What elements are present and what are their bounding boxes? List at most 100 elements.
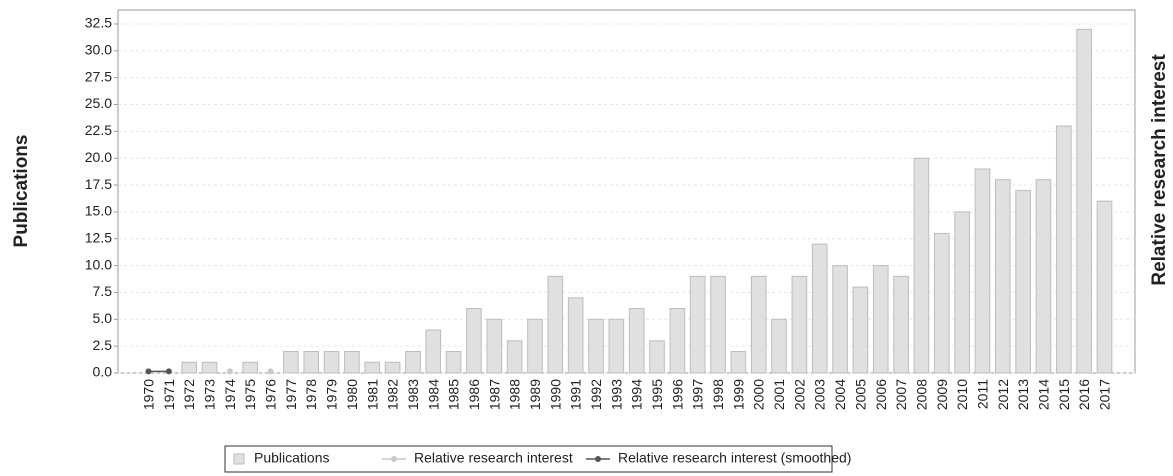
x-tick-label: 1971 <box>161 379 177 410</box>
bar <box>852 286 869 374</box>
bar <box>1076 28 1092 374</box>
bar <box>506 340 523 374</box>
bar <box>323 351 340 374</box>
x-tick-label: 1982 <box>385 379 401 410</box>
bar <box>242 361 259 374</box>
bar <box>486 318 503 374</box>
bar <box>710 275 726 374</box>
x-tick-label: 2009 <box>934 379 950 410</box>
y-tick-label: 2.5 <box>93 337 113 353</box>
bar <box>974 168 991 374</box>
x-tick-label: 2014 <box>1035 379 1051 410</box>
legend-marker <box>391 456 397 462</box>
bar <box>893 275 909 374</box>
x-tick-label: 1979 <box>324 379 340 410</box>
legend-label: Publications <box>254 450 330 466</box>
point <box>226 368 233 375</box>
point <box>145 368 152 375</box>
bar <box>791 275 808 374</box>
bar <box>811 243 828 374</box>
x-tick-label: 1989 <box>527 379 543 410</box>
y-tick-label: 5.0 <box>93 310 113 326</box>
x-tick-label: 2005 <box>852 379 868 410</box>
x-tick-label: 1998 <box>710 379 726 410</box>
x-tick-label: 1990 <box>547 379 563 410</box>
bar <box>730 351 747 374</box>
bar <box>425 329 442 374</box>
y-tick-label: 22.5 <box>85 122 112 138</box>
x-tick-label: 2012 <box>995 379 1011 410</box>
y-tick-label: 17.5 <box>85 176 112 192</box>
x-tick-label: 2007 <box>893 379 909 410</box>
bar <box>669 308 686 374</box>
bar <box>628 308 645 374</box>
x-tick-label: 2001 <box>771 379 787 410</box>
x-tick-label: 2017 <box>1096 379 1112 410</box>
x-tick-label: 1985 <box>446 379 462 410</box>
x-tick-label: 1986 <box>466 379 482 410</box>
legend-box <box>224 445 833 473</box>
bar <box>527 318 543 374</box>
x-tick-label: 1976 <box>263 379 279 410</box>
x-tick-label: 1999 <box>730 379 746 410</box>
bar <box>567 297 584 374</box>
y-tick-label: 15.0 <box>85 203 112 219</box>
y-tick-label: 0.0 <box>93 364 113 380</box>
bar <box>954 211 970 374</box>
plot-frame <box>117 9 1136 374</box>
x-tick-label: 1996 <box>669 379 685 410</box>
bar <box>608 318 625 374</box>
bar <box>994 179 1011 374</box>
x-tick-label: 1988 <box>507 379 523 410</box>
bar <box>750 275 767 374</box>
x-tick-label: 1981 <box>364 379 380 410</box>
y-tick-label: 12.5 <box>85 229 112 245</box>
x-tick-label: 1994 <box>629 379 645 410</box>
y-tick-label: 30.0 <box>85 42 112 58</box>
bar <box>872 265 889 374</box>
bar <box>1055 125 1072 374</box>
y-tick-label: 7.5 <box>93 283 113 299</box>
bar <box>649 340 665 374</box>
x-tick-label: 1972 <box>181 379 197 410</box>
bar <box>303 351 320 374</box>
bar <box>933 232 950 374</box>
bar <box>445 351 462 374</box>
x-tick-label: 1984 <box>425 379 441 410</box>
x-tick-label: 1997 <box>690 379 706 410</box>
legend-label: Relative research interest (smoothed) <box>618 450 851 466</box>
bar <box>283 351 299 374</box>
bar <box>384 361 401 374</box>
bar <box>771 318 787 374</box>
legend-label: Relative research interest <box>414 450 573 466</box>
x-tick-label: 1973 <box>202 379 218 410</box>
bar <box>832 265 848 374</box>
bar <box>1015 189 1031 374</box>
bar <box>1096 200 1113 374</box>
x-tick-label: 2006 <box>873 379 889 410</box>
y-tick-label: 10.0 <box>85 256 112 272</box>
x-tick-label: 1995 <box>649 379 665 410</box>
x-tick-label: 1980 <box>344 379 360 410</box>
y-tick-label: 27.5 <box>85 68 112 84</box>
legend-swatch <box>233 453 245 465</box>
x-tick-label: 1978 <box>303 379 319 410</box>
bar <box>344 351 360 374</box>
x-tick-label: 2000 <box>751 379 767 410</box>
x-tick-label: 1987 <box>486 379 502 410</box>
bar <box>466 308 482 374</box>
bar <box>364 361 381 374</box>
x-tick-label: 1975 <box>242 379 258 410</box>
x-tick-label: 1974 <box>222 379 238 410</box>
y-tick-label: 25.0 <box>85 95 112 111</box>
x-tick-label: 2010 <box>954 379 970 410</box>
point <box>165 368 172 375</box>
bar <box>547 275 564 374</box>
x-tick-label: 2013 <box>1015 379 1031 410</box>
bar <box>913 157 930 374</box>
y2-axis-label: Relative research interest <box>1149 54 1170 286</box>
x-tick-label: 2015 <box>1056 379 1072 410</box>
x-tick-label: 1970 <box>141 379 157 410</box>
x-tick-label: 1991 <box>568 379 584 410</box>
x-tick-label: 2011 <box>974 379 990 409</box>
